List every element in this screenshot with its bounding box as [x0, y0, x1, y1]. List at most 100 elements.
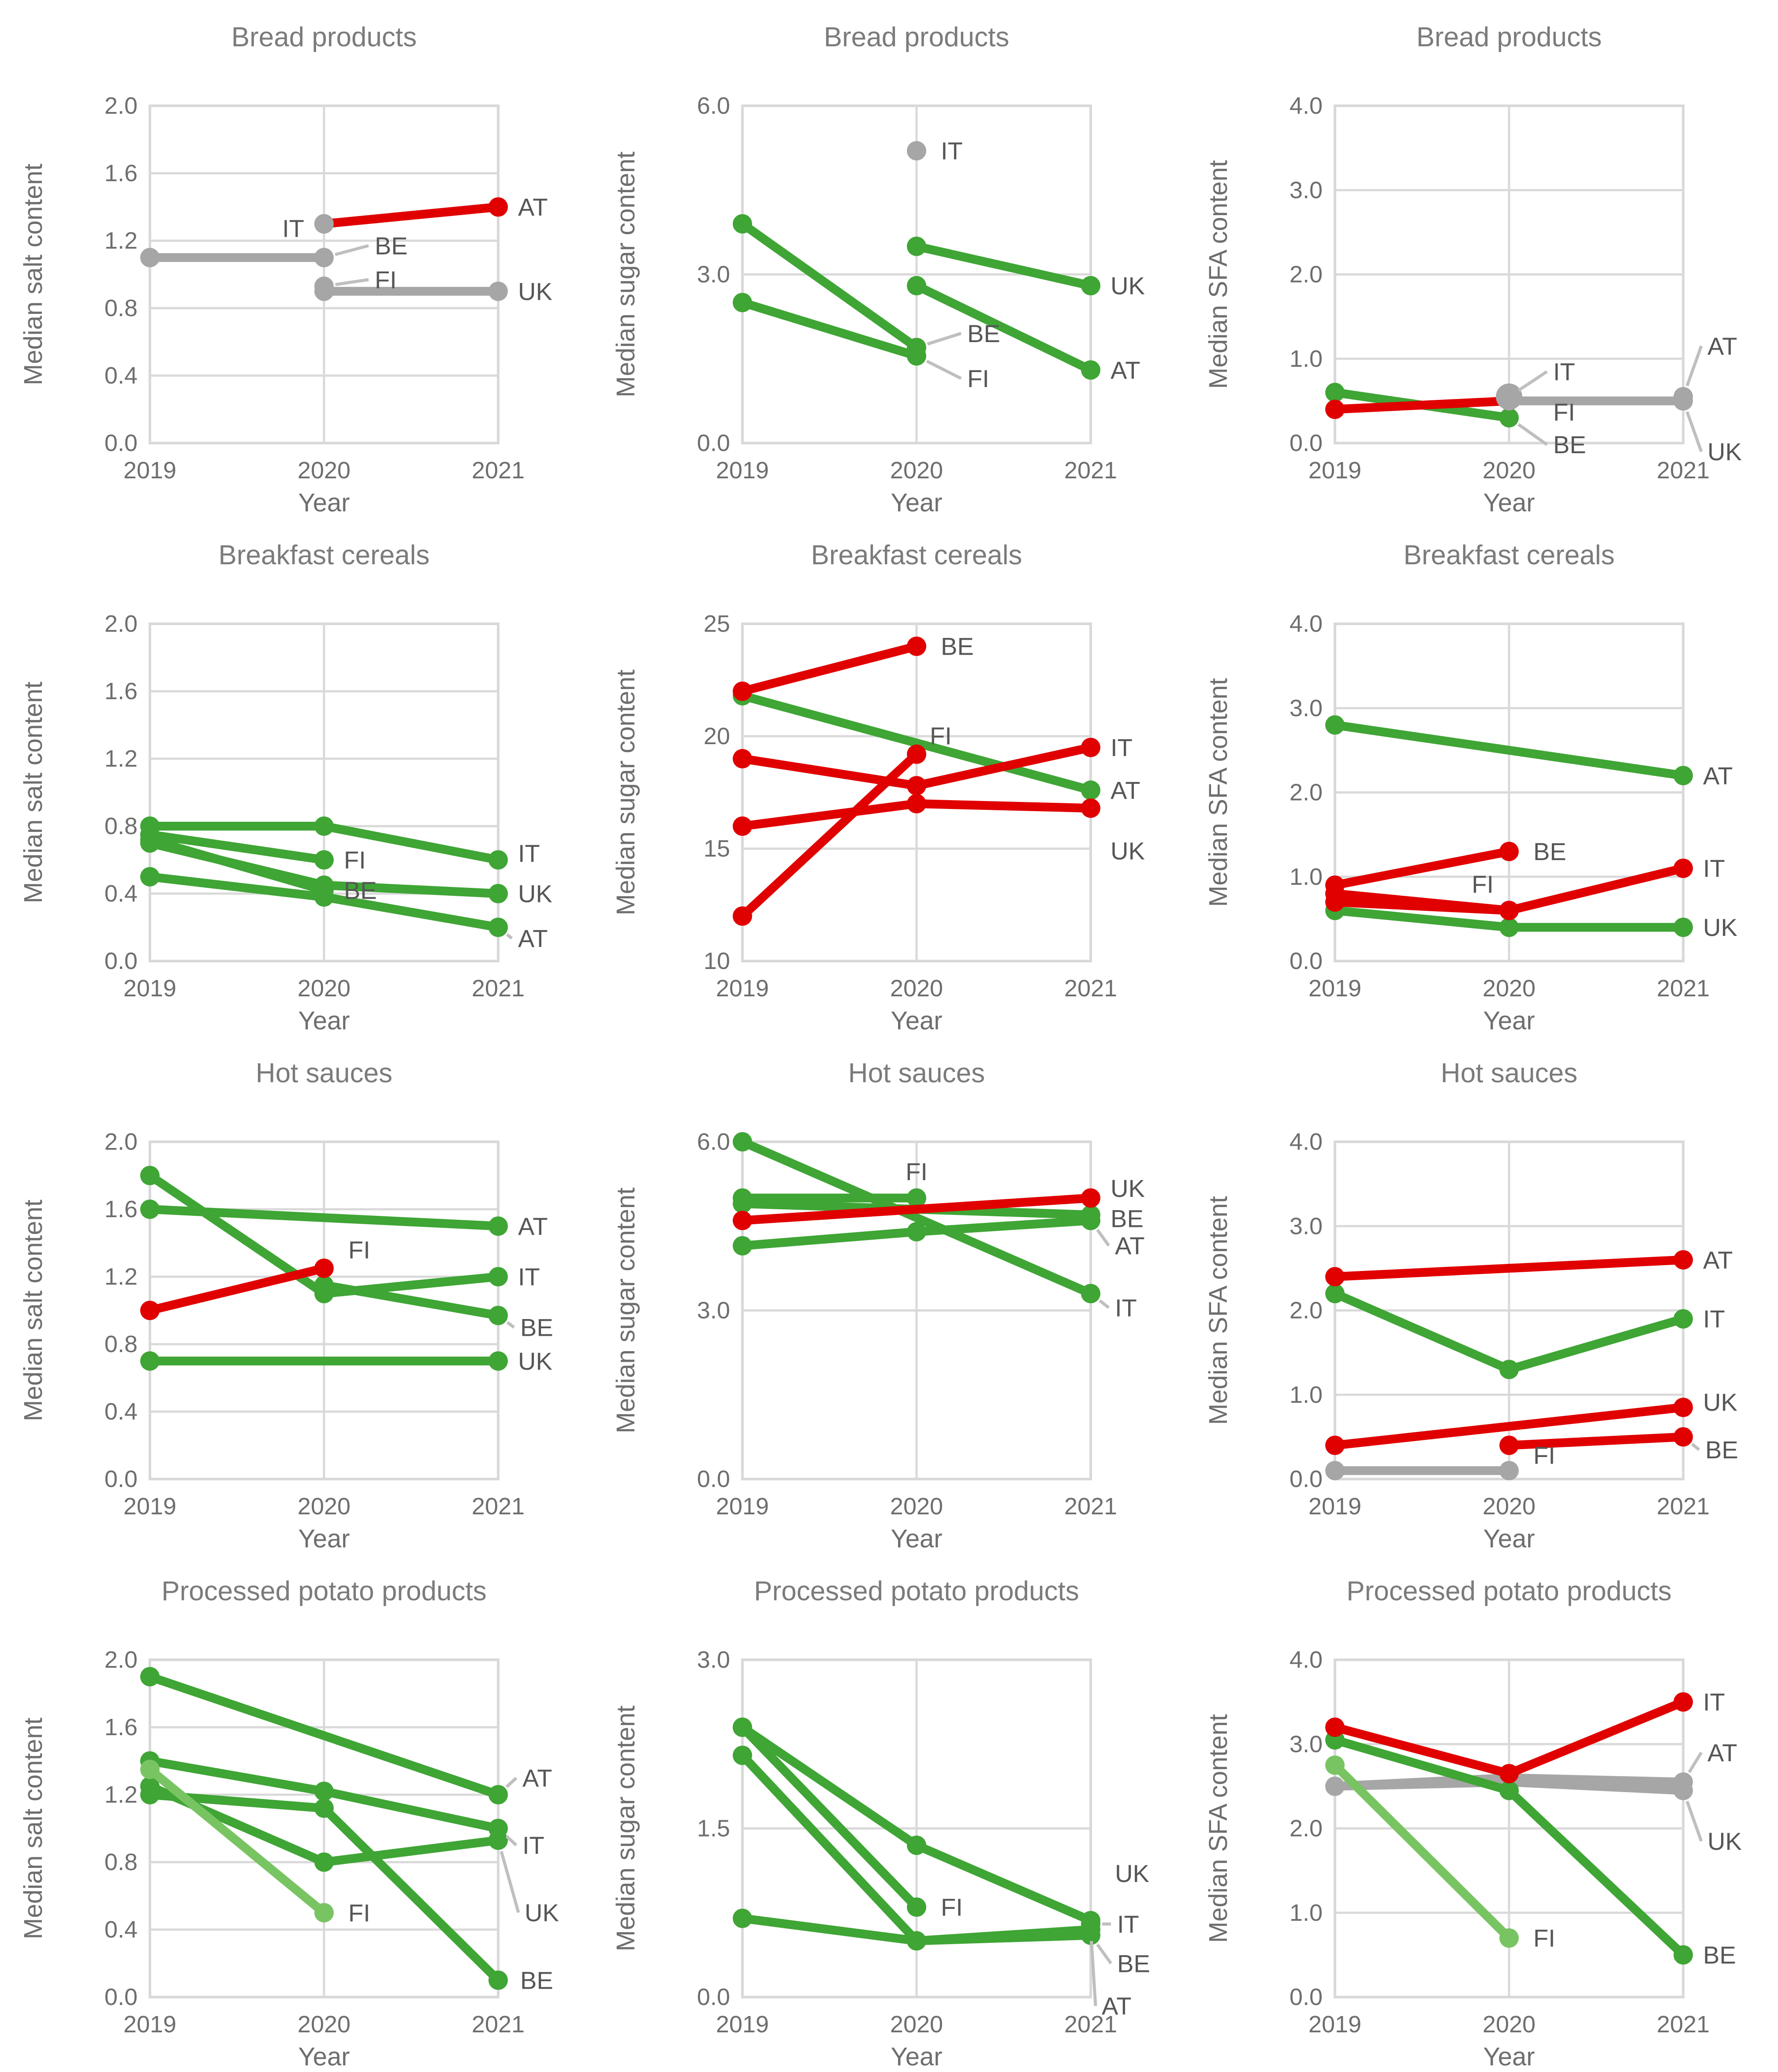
- x-axis-label: Year: [1483, 1524, 1535, 1553]
- chart-title: Bread products: [1416, 22, 1602, 52]
- data-point-at: [1081, 1211, 1100, 1230]
- country-label-be: BE: [941, 633, 974, 660]
- data-point-uk: [907, 236, 926, 256]
- x-tick-label: 2020: [1483, 2011, 1536, 2038]
- x-tick-label: 2020: [298, 2011, 350, 2038]
- country-label-uk: UK: [1707, 1827, 1742, 1855]
- country-label-be: BE: [967, 320, 1000, 347]
- data-point-uk: [140, 833, 160, 853]
- data-point-at: [1674, 1772, 1693, 1792]
- series-at: [314, 197, 508, 234]
- chart-hot-sauces-median-sugar-content: 0.0 3.0 6.0 2019 2020 2021 Hot sauces Median su…: [611, 1058, 1145, 1553]
- data-point-at: [1081, 360, 1100, 380]
- country-label-fi: FI: [1553, 398, 1575, 426]
- data-point-uk: [1081, 276, 1100, 295]
- y-tick-label: 6.0: [697, 1129, 730, 1155]
- y-tick-label: 0.0: [1290, 948, 1323, 974]
- data-point-at: [1674, 387, 1693, 406]
- x-tick-label: 2021: [472, 2011, 525, 2038]
- x-tick-label: 2019: [1308, 1493, 1361, 1520]
- series-at: [140, 867, 508, 937]
- country-label-fi: FI: [344, 846, 366, 874]
- data-point-at: [488, 917, 508, 937]
- data-point-at: [314, 887, 334, 907]
- y-tick-label: 3.0: [697, 261, 730, 288]
- series-at: [907, 276, 1100, 380]
- country-label-it: IT: [941, 137, 963, 165]
- x-tick-label: 2020: [298, 457, 350, 484]
- country-label-fi: FI: [348, 1899, 370, 1927]
- country-label-be: BE: [1117, 1949, 1150, 1977]
- chart-panel-bread-products-median-sugar-content: 0.0 3.0 6.0 2019 2020 2021 Bread products Media…: [593, 0, 1185, 518]
- country-label-be: BE: [1553, 431, 1586, 458]
- data-point-at: [1674, 766, 1693, 786]
- data-point-be: [1674, 1427, 1693, 1447]
- y-axis-label: Median sugar content: [611, 670, 640, 916]
- data-point-fi: [314, 1258, 334, 1278]
- data-point-fi: [140, 1301, 160, 1320]
- label-leader-fi: [335, 278, 369, 286]
- label-leader-at: [505, 1777, 518, 1788]
- x-axis-ticks: 2019 2020 2021: [716, 457, 1117, 484]
- series-at: [140, 1667, 508, 1804]
- series-at: [1674, 387, 1693, 406]
- y-axis-ticks: 0.0 1.5 3.0: [697, 1647, 730, 2010]
- data-point-uk: [488, 1830, 508, 1850]
- data-point-it: [1499, 1360, 1519, 1379]
- country-label-at: AT: [1707, 1739, 1737, 1766]
- x-axis-label: Year: [1483, 488, 1535, 517]
- data-point-be: [1499, 1781, 1519, 1800]
- country-label-uk: UK: [518, 1347, 552, 1375]
- label-leader-be: [1096, 1943, 1112, 1964]
- y-tick-label: 3.0: [1290, 1213, 1323, 1239]
- series-fi: [314, 276, 334, 296]
- series-it: [1325, 858, 1693, 920]
- x-tick-label: 2021: [472, 457, 525, 484]
- country-label-uk: UK: [525, 1899, 559, 1927]
- data-point-be: [1674, 1945, 1693, 1965]
- data-point-fi: [140, 1759, 160, 1779]
- chart-panel-processed-potato-products-median-sfa-content: 0.0 1.0 2.0 3.0 4.0 2019 2020 2021 Processed pot…: [1185, 1554, 1778, 2072]
- country-label-uk: UK: [518, 880, 552, 908]
- data-point-it: [1325, 1718, 1345, 1737]
- x-axis-label: Year: [298, 1524, 350, 1553]
- chart-title: Hot sauces: [256, 1058, 392, 1088]
- y-tick-label: 2.0: [1290, 1297, 1323, 1324]
- y-tick-label: 3.0: [1290, 1731, 1323, 1757]
- chart-panel-bread-products-median-sfa-content: 0.0 1.0 2.0 3.0 4.0 2019 2020 2021 Bread product…: [1185, 0, 1778, 518]
- data-point-at: [488, 197, 508, 217]
- chart-title: Breakfast cereals: [1404, 540, 1615, 570]
- country-label-it: IT: [1111, 734, 1133, 761]
- country-label-fi: FI: [941, 1893, 963, 1921]
- data-point-it: [314, 816, 334, 836]
- y-tick-label: 0.4: [104, 1398, 138, 1425]
- y-tick-label: 0.0: [697, 1984, 730, 2010]
- gridlines: [149, 622, 499, 962]
- chart-panel-bread-products-median-salt-content: 0.0 0.4 0.8 1.2 1.6 2.0 2019 2020 2021 Bread prod…: [0, 0, 593, 518]
- gridlines: [149, 1658, 499, 1998]
- y-tick-label: 0.8: [104, 295, 138, 321]
- chart-panel-hot-sauces-median-sfa-content: 0.0 1.0 2.0 3.0 4.0 2019 2020 2021 Hot sauces Med…: [1185, 1036, 1778, 1554]
- y-tick-label: 20: [704, 723, 730, 749]
- y-axis-label: Median sugar content: [611, 1188, 640, 1434]
- country-label-uk: UK: [1703, 913, 1737, 941]
- y-axis-label: Median SFA content: [1204, 160, 1233, 389]
- data-point-uk: [733, 816, 752, 836]
- country-label-be: BE: [1533, 838, 1566, 865]
- data-point-be: [488, 1305, 508, 1325]
- y-tick-label: 1.0: [1290, 864, 1323, 890]
- data-point-fi: [907, 346, 926, 366]
- country-label-uk: UK: [518, 277, 552, 305]
- series-uk: [733, 794, 1100, 836]
- y-tick-label: 0.0: [104, 430, 138, 456]
- series-it: [733, 1132, 1100, 1304]
- data-point-fi: [733, 1718, 752, 1737]
- x-tick-label: 2019: [123, 1493, 176, 1520]
- country-label-be: BE: [1705, 1436, 1738, 1464]
- x-axis-ticks: 2019 2020 2021: [123, 975, 525, 1002]
- x-tick-label: 2021: [1657, 1493, 1710, 1520]
- country-label-uk: UK: [1703, 1388, 1737, 1416]
- series-fi: [1325, 1755, 1519, 1948]
- data-point-uk: [488, 884, 508, 903]
- chart-panel-processed-potato-products-median-sugar-content: 0.0 1.5 3.0 2019 2020 2021 Processed potato pr…: [593, 1554, 1185, 2072]
